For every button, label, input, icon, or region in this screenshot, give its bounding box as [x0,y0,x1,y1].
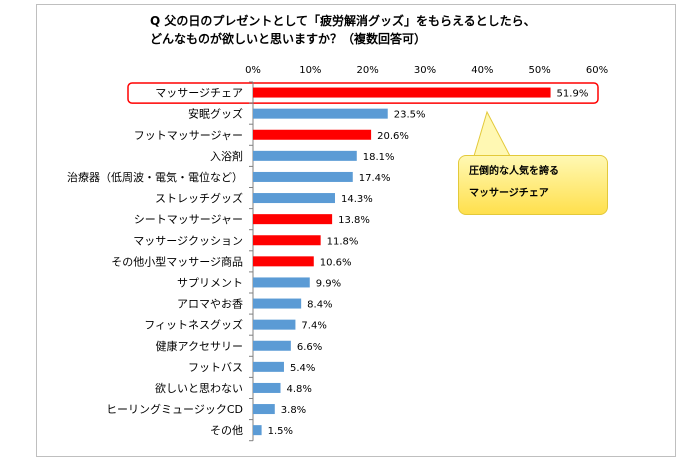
bar [253,150,357,161]
category-label: フットマッサージャー [134,129,243,142]
chart-frame [36,4,676,457]
bar [253,361,284,372]
category-label: その他 [210,424,243,437]
category-label: ヒーリングミュージックCD [106,402,243,416]
value-label: 23.5% [394,110,426,121]
value-label: 8.4% [307,300,332,311]
x-tick-label: 50% [529,65,551,76]
value-label: 51.9% [557,89,589,100]
category-label: シートマッサージャー [134,213,243,226]
category-label: マッサージチェア [155,87,243,100]
value-label: 6.6% [297,342,322,353]
callout-pointer [473,110,511,157]
value-label: 3.8% [281,405,306,416]
value-label: 4.8% [287,384,312,395]
category-label: フットバス [188,361,243,374]
bar [253,87,551,98]
category-label: アロマやお香 [177,298,243,311]
callout-box: 圧倒的な人気を誇る マッサージチェア [458,155,608,215]
category-label: フィットネスグッズ [144,318,243,332]
value-label: 13.8% [338,215,370,226]
x-tick-label: 40% [471,65,493,76]
bar [253,129,372,140]
callout-line2: マッサージチェア [469,188,549,199]
bar [253,171,353,182]
category-label: ストレッチグッズ [155,191,243,205]
bar [253,404,275,415]
bar [253,340,291,351]
category-label: 入浴剤 [210,149,243,163]
bar [253,277,310,288]
bar [253,193,335,204]
category-label: その他小型マッサージ商品 [111,254,243,268]
value-label: 20.6% [377,131,409,142]
x-tick-label: 30% [414,65,436,76]
bar [253,425,262,436]
value-label: 14.3% [341,194,373,205]
value-label: 10.6% [320,257,352,268]
x-tick-label: 60% [586,65,608,76]
x-tick-label: 10% [299,65,321,76]
x-tick-label: 20% [357,65,379,76]
value-label: 7.4% [301,321,326,332]
bar [253,298,302,309]
value-label: 1.5% [268,426,293,437]
category-label: 治療器（低周波・電気・電位など） [67,170,243,184]
category-label: 健康アクセサリー [156,339,243,353]
value-label: 17.4% [359,173,391,184]
callout-line1: 圧倒的な人気を誇る [469,166,559,177]
value-label: 11.8% [327,236,359,247]
bar [253,108,388,119]
bar [253,214,333,225]
chart-title-line2: どんなものが欲しいと思いますか？（複数回答可） [150,32,427,46]
bar [253,235,321,246]
x-tick-label: 0% [245,65,261,76]
value-label: 5.4% [290,363,315,374]
category-label: マッサージクッション [133,234,243,247]
bar [253,382,281,393]
category-label: 欲しいと思わない [155,381,243,395]
category-label: サプリメント [177,276,243,289]
bar [253,319,296,330]
value-label: 9.9% [316,278,341,289]
chart-title-line1: Q 父の日のプレゼントとして「疲労解消グッズ」をもらえるとしたら、 [150,14,536,28]
bar [253,256,314,267]
category-label: 安眠グッズ [188,107,243,121]
highlight-box [127,82,599,104]
value-label: 18.1% [363,152,395,163]
chart-title: Q 父の日のプレゼントとして「疲労解消グッズ」をもらえるとしたら、 どんなものが… [150,12,570,48]
